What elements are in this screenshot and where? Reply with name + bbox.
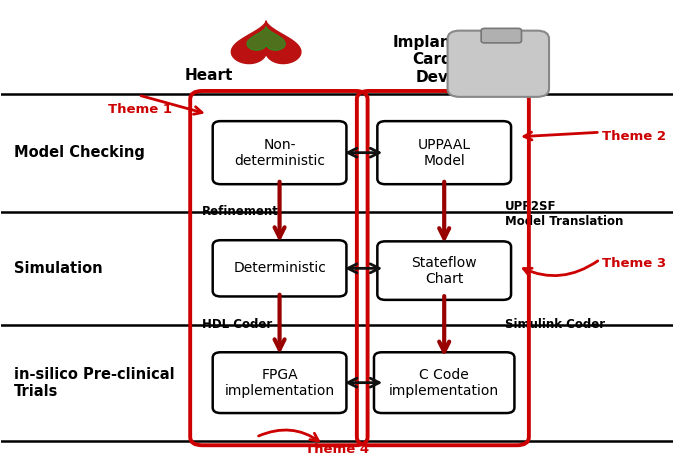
Text: Refinement: Refinement [203, 205, 279, 218]
Text: Non-
deterministic: Non- deterministic [234, 137, 325, 168]
Text: UPP2SF
Model Translation: UPP2SF Model Translation [505, 200, 623, 228]
FancyBboxPatch shape [481, 28, 522, 43]
Text: Deterministic: Deterministic [233, 262, 326, 275]
Text: Simulink Coder: Simulink Coder [505, 318, 605, 331]
Polygon shape [247, 27, 285, 50]
FancyBboxPatch shape [447, 31, 549, 97]
FancyBboxPatch shape [377, 121, 511, 184]
Text: Simulation: Simulation [14, 261, 103, 276]
Text: UPPAAL
Model: UPPAAL Model [417, 137, 471, 168]
FancyBboxPatch shape [374, 352, 514, 413]
Text: Heart: Heart [185, 68, 233, 83]
Text: HDL Coder: HDL Coder [203, 318, 273, 331]
Text: Model Checking: Model Checking [14, 145, 145, 160]
FancyBboxPatch shape [213, 240, 346, 296]
Text: C Code
implementation: C Code implementation [389, 368, 499, 398]
Text: Theme 1: Theme 1 [108, 103, 173, 116]
FancyBboxPatch shape [213, 352, 346, 413]
Text: Theme 3: Theme 3 [602, 257, 666, 270]
Polygon shape [231, 21, 301, 64]
Text: Implantable
Cardiac
Device: Implantable Cardiac Device [393, 35, 496, 85]
Text: Theme 2: Theme 2 [602, 130, 666, 143]
FancyBboxPatch shape [377, 241, 511, 300]
Text: in-silico Pre-clinical
Trials: in-silico Pre-clinical Trials [14, 367, 175, 399]
Text: FPGA
implementation: FPGA implementation [224, 368, 335, 398]
Text: Stateflow
Chart: Stateflow Chart [411, 256, 477, 286]
Text: Theme 4: Theme 4 [305, 443, 369, 456]
FancyBboxPatch shape [213, 121, 346, 184]
